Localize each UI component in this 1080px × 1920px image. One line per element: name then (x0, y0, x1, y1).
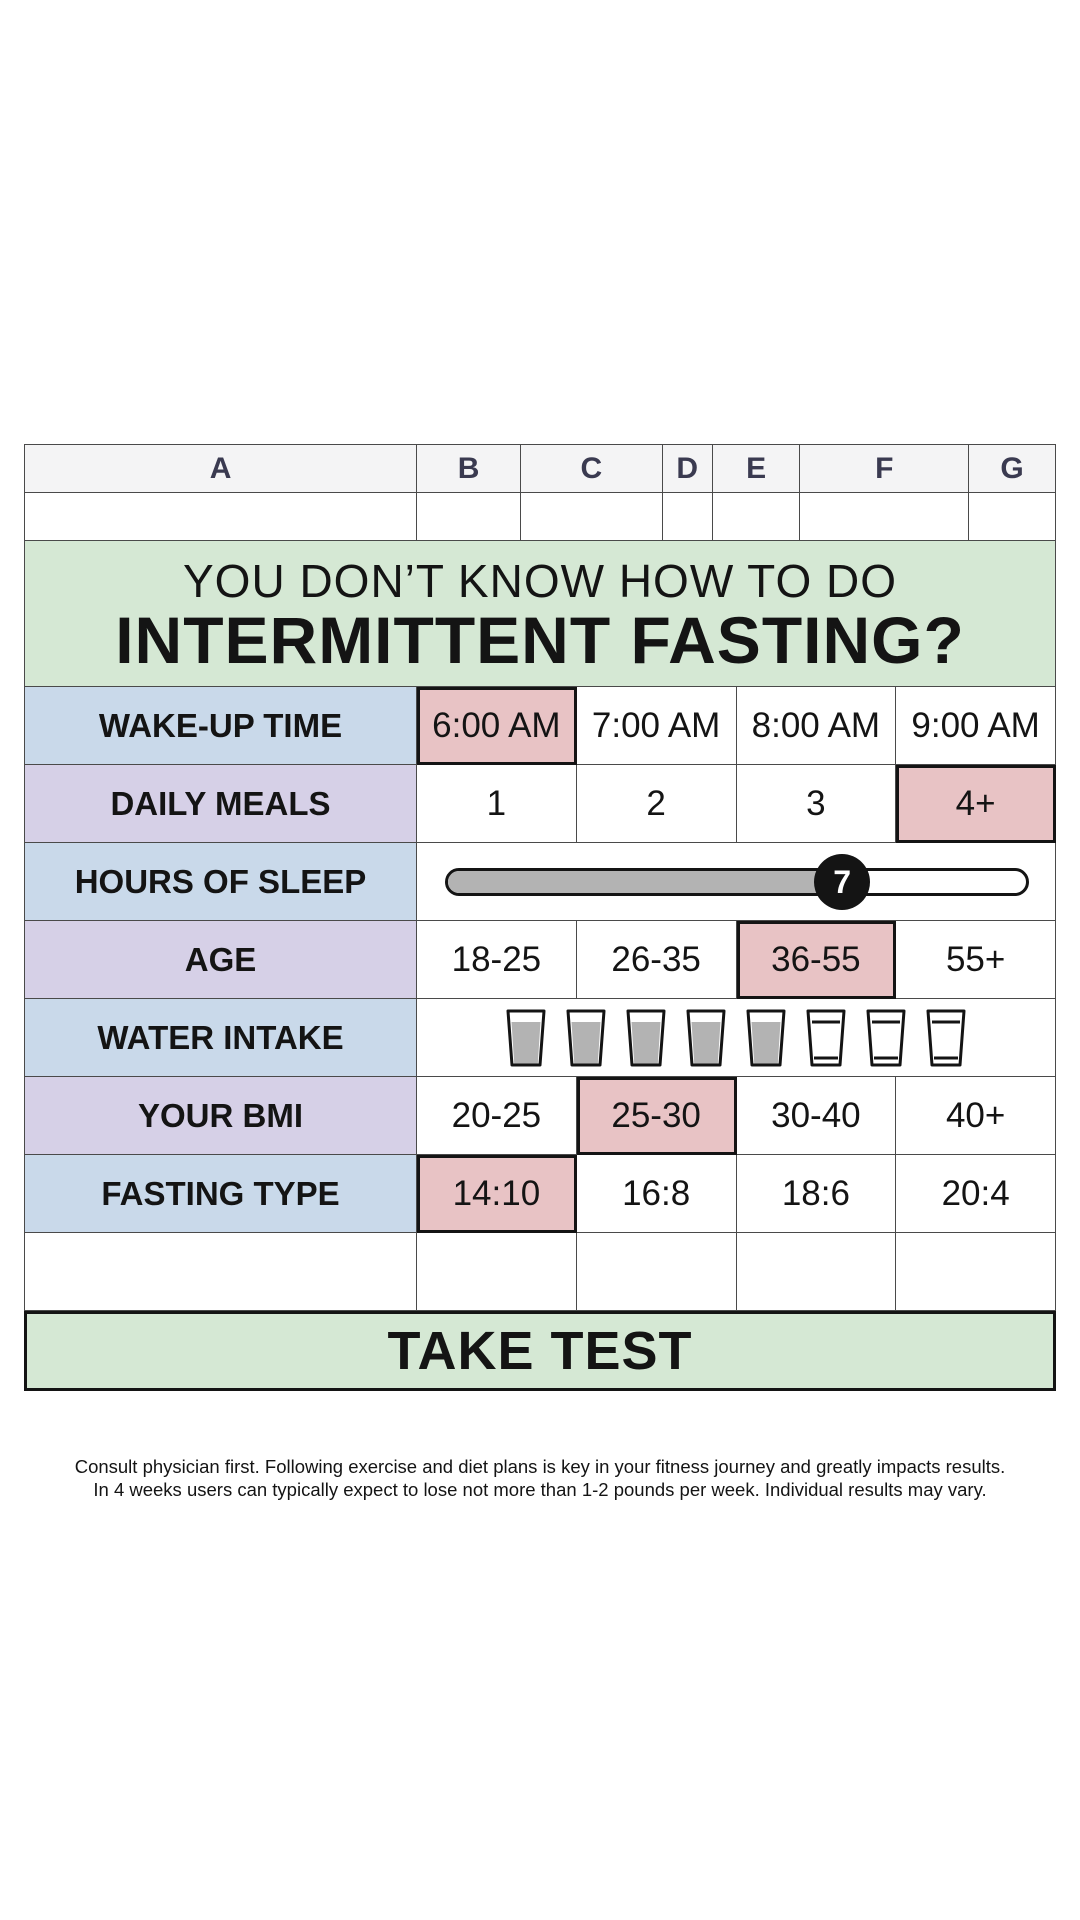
option-bmi-40-plus[interactable]: 40+ (896, 1077, 1056, 1155)
sleep-slider-cell: 7 (417, 843, 1056, 921)
spreadsheet: A B C D E F G YOU DON’T KNOW HOW TO DO I… (24, 444, 1056, 1391)
age-label: AGE (24, 921, 417, 999)
option-age-55-plus[interactable]: 55+ (896, 921, 1056, 999)
option-6am[interactable]: 6:00 AM (417, 687, 577, 765)
blank-cell[interactable] (576, 1233, 737, 1311)
title-line-2: INTERMITTENT FASTING? (115, 602, 965, 677)
option-age-26-35[interactable]: 26-35 (576, 921, 737, 999)
column-f-header[interactable]: F (800, 445, 970, 492)
row-wake-up-time: WAKE-UP TIME 6:00 AM 7:00 AM 8:00 AM 9:0… (24, 687, 1056, 765)
option-meals-3[interactable]: 3 (736, 765, 897, 843)
take-test-button[interactable]: TAKE TEST (24, 1311, 1056, 1391)
water-intake-label: WATER INTAKE (24, 999, 417, 1077)
option-7am[interactable]: 7:00 AM (576, 687, 737, 765)
blank-cell[interactable] (800, 493, 970, 540)
water-glasses (506, 1009, 966, 1067)
option-meals-4-plus[interactable]: 4+ (896, 765, 1056, 843)
sleep-slider-fill (448, 871, 846, 893)
option-fasting-18-6[interactable]: 18:6 (736, 1155, 897, 1233)
option-age-36-55[interactable]: 36-55 (736, 921, 897, 999)
blank-cell[interactable] (417, 1233, 577, 1311)
option-bmi-20-25[interactable]: 20-25 (417, 1077, 577, 1155)
row-fasting-type: FASTING TYPE 14:10 16:8 18:6 20:4 (24, 1155, 1056, 1233)
option-9am[interactable]: 9:00 AM (896, 687, 1056, 765)
water-glasses-cell (417, 999, 1056, 1077)
title-banner: YOU DON’T KNOW HOW TO DO INTERMITTENT FA… (24, 541, 1056, 687)
wake-up-time-options: 6:00 AM 7:00 AM 8:00 AM 9:00 AM (417, 687, 1056, 765)
filled-glass-icon[interactable] (626, 1009, 666, 1067)
filled-glass-icon[interactable] (746, 1009, 786, 1067)
option-bmi-30-40[interactable]: 30-40 (736, 1077, 897, 1155)
column-g-header[interactable]: G (1000, 451, 1024, 485)
row-your-bmi: YOUR BMI 20-25 25-30 30-40 40+ (24, 1077, 1056, 1155)
blank-cell[interactable] (713, 493, 801, 540)
empty-glass-icon[interactable] (806, 1009, 846, 1067)
blank-cell[interactable] (896, 1233, 1056, 1311)
fasting-type-label: FASTING TYPE (24, 1155, 417, 1233)
hours-of-sleep-label: HOURS OF SLEEP (24, 843, 417, 921)
daily-meals-label: DAILY MEALS (24, 765, 417, 843)
column-c-header[interactable]: C (521, 445, 663, 492)
sleep-slider-knob[interactable]: 7 (814, 854, 871, 910)
row-empty (24, 1233, 1056, 1311)
empty-glass-icon[interactable] (926, 1009, 966, 1067)
age-options: 18-25 26-35 36-55 55+ (417, 921, 1056, 999)
option-age-18-25[interactable]: 18-25 (417, 921, 577, 999)
filled-glass-icon[interactable] (506, 1009, 546, 1067)
option-8am[interactable]: 8:00 AM (736, 687, 897, 765)
filled-glass-icon[interactable] (566, 1009, 606, 1067)
blank-cells (417, 1233, 1056, 1311)
disclaimer-line-2: In 4 weeks users can typically expect to… (93, 1479, 987, 1500)
row-daily-meals: DAILY MEALS 1 2 3 4+ (24, 765, 1056, 843)
column-d-header[interactable]: D (663, 445, 713, 492)
blank-cell[interactable] (969, 493, 1055, 540)
option-fasting-16-8[interactable]: 16:8 (576, 1155, 737, 1233)
blank-cell[interactable] (736, 1233, 897, 1311)
blank-row (24, 492, 1056, 541)
bmi-options: 20-25 25-30 30-40 40+ (417, 1077, 1056, 1155)
column-a-header[interactable]: A (25, 445, 418, 492)
fasting-type-options: 14:10 16:8 18:6 20:4 (417, 1155, 1056, 1233)
disclaimer-line-1: Consult physician first. Following exerc… (74, 1456, 1006, 1477)
title-line-1: YOU DON’T KNOW HOW TO DO (182, 554, 898, 607)
column-b-header[interactable]: B (417, 445, 522, 492)
option-meals-2[interactable]: 2 (576, 765, 737, 843)
blank-cell[interactable] (24, 1233, 417, 1311)
blank-cell[interactable] (25, 493, 418, 540)
filled-glass-icon[interactable] (686, 1009, 726, 1067)
row-age: AGE 18-25 26-35 36-55 55+ (24, 921, 1056, 999)
option-bmi-25-30[interactable]: 25-30 (576, 1077, 737, 1155)
column-e-header[interactable]: E (713, 445, 801, 492)
daily-meals-options: 1 2 3 4+ (417, 765, 1056, 843)
wake-up-time-label: WAKE-UP TIME (24, 687, 417, 765)
blank-cell[interactable] (521, 493, 663, 540)
option-fasting-20-4[interactable]: 20:4 (896, 1155, 1056, 1233)
column-header-row: A B C D E F G (24, 444, 1056, 492)
row-hours-of-sleep: HOURS OF SLEEP 7 (24, 843, 1056, 921)
sleep-slider-track[interactable] (445, 868, 1029, 896)
your-bmi-label: YOUR BMI (24, 1077, 417, 1155)
empty-glass-icon[interactable] (866, 1009, 906, 1067)
option-meals-1[interactable]: 1 (417, 765, 577, 843)
blank-cell[interactable] (417, 493, 522, 540)
option-fasting-14-10[interactable]: 14:10 (417, 1155, 577, 1233)
disclaimer: Consult physician first. Following exerc… (0, 1455, 1080, 1501)
blank-cell[interactable] (663, 493, 713, 540)
row-water-intake: WATER INTAKE (24, 999, 1056, 1077)
